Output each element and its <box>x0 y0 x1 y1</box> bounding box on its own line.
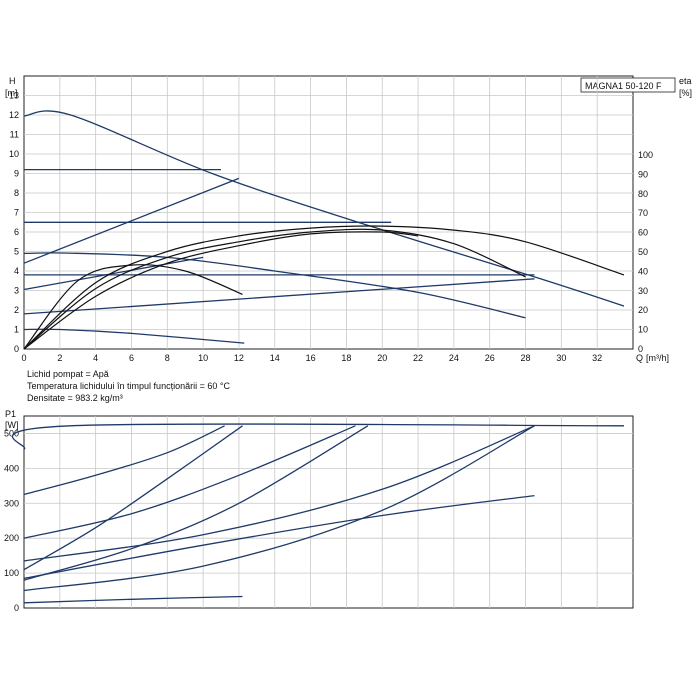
x-tick-label: 18 <box>341 353 351 363</box>
y2-axis-unit: [%] <box>679 88 692 98</box>
y-tick-label: 2 <box>14 305 19 315</box>
power-tick-label: 400 <box>4 463 19 473</box>
x-tick-label: 2 <box>57 353 62 363</box>
x-tick-label: 30 <box>556 353 566 363</box>
power-series-power-4 <box>23 425 356 539</box>
power-series-power-2 <box>23 425 225 496</box>
power-series-power-max <box>12 423 625 450</box>
series-eta-3 <box>23 231 419 350</box>
chart-title-box <box>580 77 676 93</box>
y-axis-label: H <box>9 76 16 86</box>
y2-tick-label: 10 <box>638 325 648 335</box>
series-proportional-mid <box>23 256 204 291</box>
series-proportional-max <box>23 177 240 264</box>
y-tick-label: 5 <box>14 247 19 257</box>
y-tick-label: 3 <box>14 286 19 296</box>
y2-tick-label: 90 <box>638 169 648 179</box>
x-tick-label: 8 <box>165 353 170 363</box>
y2-tick-label: 70 <box>638 208 648 218</box>
power-tick-label: 100 <box>4 568 19 578</box>
y2-tick-label: 50 <box>638 247 648 257</box>
y2-axis-label: eta <box>679 76 692 86</box>
series-proportional-min <box>23 278 535 315</box>
x-tick-label: 12 <box>234 353 244 363</box>
y2-tick-label: 20 <box>638 305 648 315</box>
y-tick-label: 12 <box>9 110 19 120</box>
y-tick-label: 4 <box>14 266 19 276</box>
series-constant-curve-12-m <box>23 110 625 307</box>
y2-tick-label: 100 <box>638 150 653 160</box>
power-series-power-5 <box>23 425 369 581</box>
y-tick-label: 8 <box>14 188 19 198</box>
x-tick-label: 0 <box>21 353 26 363</box>
y2-tick-label: 60 <box>638 228 648 238</box>
x-tick-label: 6 <box>129 353 134 363</box>
x-axis-label: Q <box>636 353 643 363</box>
power-series-power-3 <box>23 425 243 571</box>
power-axis-unit: [W] <box>5 420 19 430</box>
x-tick-label: 20 <box>377 353 387 363</box>
y-tick-label: 11 <box>10 130 19 140</box>
chart-title: MAGNA1 50-120 F <box>585 81 662 91</box>
note-temperature: Temperatura lichidului în timpul funcțio… <box>27 381 230 391</box>
y-axis-unit: [m] <box>5 88 18 98</box>
y-tick-label: 0 <box>14 344 19 354</box>
power-axis-label: P1 <box>5 409 16 419</box>
x-tick-label: 24 <box>449 353 459 363</box>
y-tick-label: 7 <box>14 208 19 218</box>
series-constant-4-9-m <box>23 252 526 319</box>
power-series-power-9 <box>23 595 243 604</box>
y2-tick-label: 30 <box>638 286 648 296</box>
power-series-power-7 <box>23 425 535 592</box>
x-tick-label: 4 <box>93 353 98 363</box>
power-tick-label: 500 <box>4 428 19 438</box>
x-axis-unit: [m³/h] <box>646 353 669 363</box>
y-tick-label: 10 <box>9 149 19 159</box>
y-tick-label: 13 <box>9 91 19 101</box>
power-series-power-8 <box>23 494 535 579</box>
note-liquid: Lichid pompat = Apă <box>27 369 109 379</box>
x-tick-label: 16 <box>306 353 316 363</box>
y2-tick-label: 80 <box>638 189 648 199</box>
y2-tick-label: 40 <box>638 266 648 276</box>
y-tick-label: 1 <box>14 325 19 335</box>
series-min-curve <box>23 328 245 344</box>
x-tick-label: 10 <box>198 353 208 363</box>
x-tick-label: 26 <box>485 353 495 363</box>
note-density: Densitate = 983.2 kg/m³ <box>27 393 123 403</box>
series-eta-4 <box>23 264 243 350</box>
power-chart-frame <box>23 415 634 609</box>
series-eta-2 <box>23 228 526 350</box>
y-tick-label: 6 <box>14 227 19 237</box>
x-tick-label: 28 <box>521 353 531 363</box>
power-tick-label: 300 <box>4 498 19 508</box>
power-series-power-6 <box>23 425 535 562</box>
x-tick-label: 22 <box>413 353 423 363</box>
y-tick-label: 9 <box>14 169 19 179</box>
power-tick-label: 0 <box>14 603 19 613</box>
power-tick-label: 200 <box>4 533 19 543</box>
series-eta-1 <box>23 225 625 350</box>
x-tick-label: 32 <box>592 353 602 363</box>
y2-tick-label: 0 <box>638 344 643 354</box>
x-tick-label: 14 <box>270 353 280 363</box>
